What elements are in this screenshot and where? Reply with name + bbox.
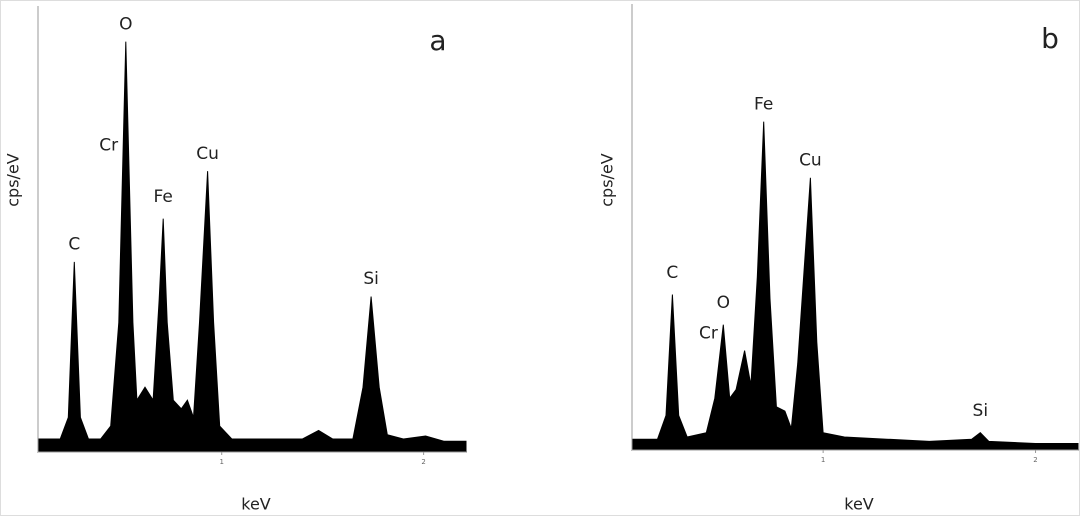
peak-label: C — [666, 263, 678, 283]
y-axis-label: cps/eV — [4, 153, 23, 207]
x-tick-label: 2 — [1033, 456, 1037, 464]
x-axis-label: keV — [241, 495, 271, 514]
peak-label: C — [68, 235, 80, 255]
peak-label: Cr — [99, 135, 118, 155]
peak-label: Fe — [154, 187, 173, 207]
panel-label: a — [429, 24, 446, 57]
peak-label: Fe — [754, 94, 773, 114]
x-tick-label: 1 — [219, 458, 223, 466]
y-axis-label: cps/eV — [598, 153, 617, 207]
peak-label: O — [717, 293, 730, 313]
panel-label: b — [1041, 22, 1059, 55]
spectrum — [631, 121, 1079, 451]
x-tick-label: 1 — [821, 456, 825, 464]
peak-label: Cr — [699, 323, 718, 343]
peak-label: Si — [973, 401, 989, 421]
x-axis-label: keV — [844, 495, 874, 514]
peak-label: Cu — [799, 151, 822, 171]
peak-label: Si — [363, 269, 379, 289]
peak-label: Cu — [196, 144, 219, 164]
spectrum — [37, 41, 467, 453]
peak-label: O — [119, 14, 132, 34]
x-tick-label: 2 — [421, 458, 425, 466]
